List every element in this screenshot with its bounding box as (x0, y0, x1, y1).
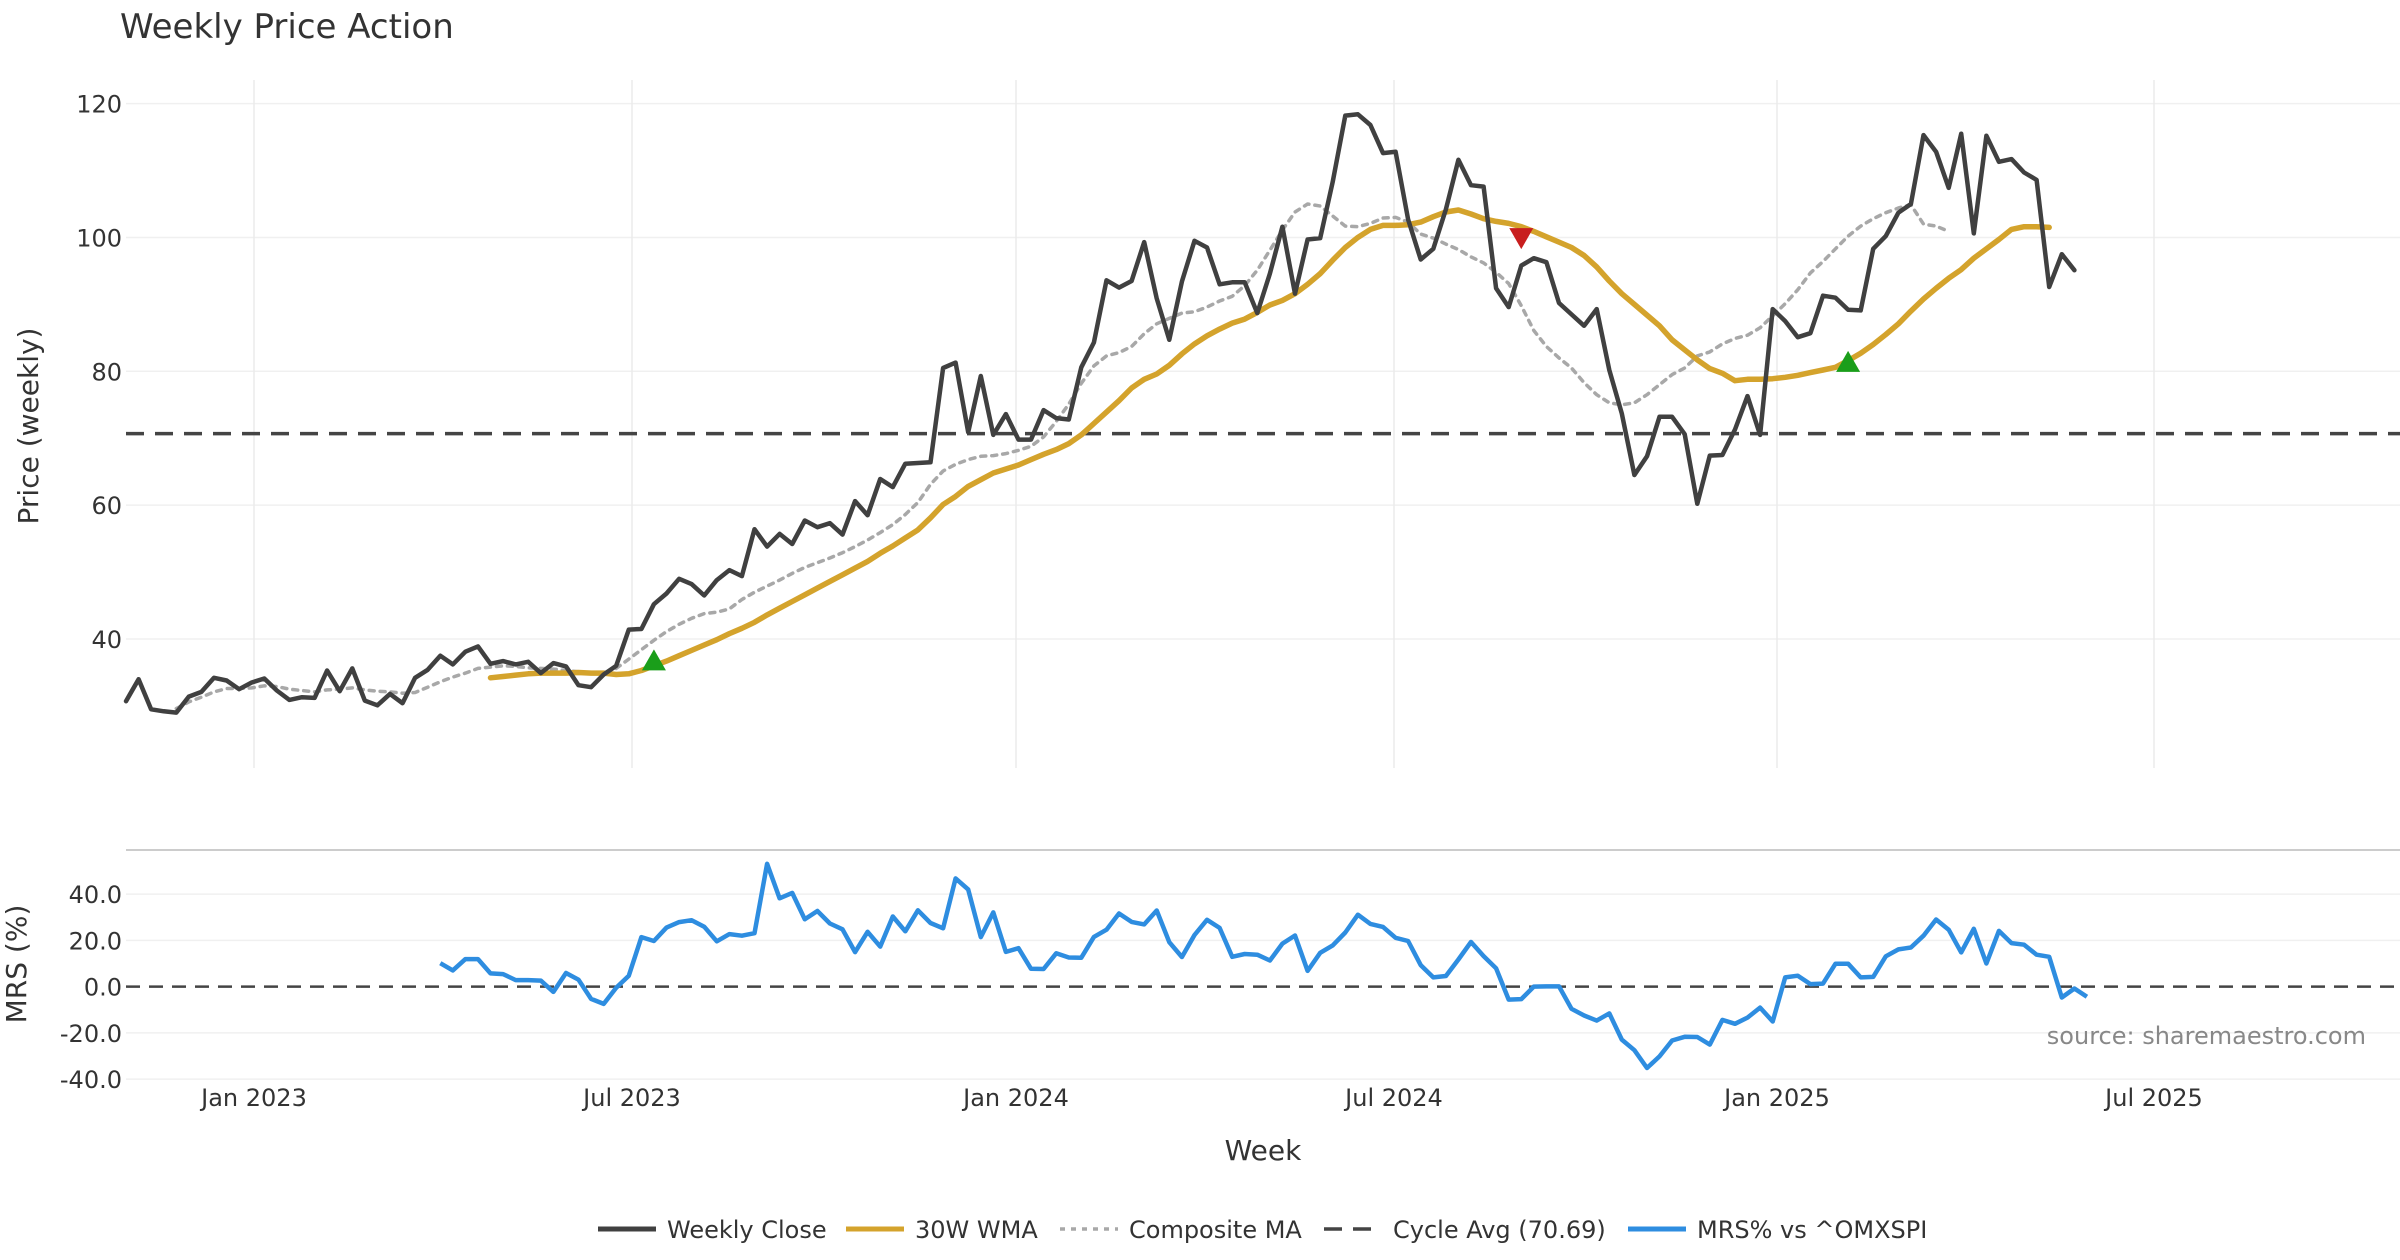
mrs-line (439, 861, 2089, 1071)
price-y-tick-label: 120 (76, 91, 122, 119)
signal-markers (641, 228, 1861, 671)
x-ticks: Jan 2023 Jul 2023 Jan 2024 Jul 2024 Jan 2025… (199, 1084, 2203, 1112)
composite-ma-line (174, 202, 1951, 711)
legend: Weekly Close 30W WMA Composite MA Cycle Avg… (598, 1216, 1927, 1244)
30w-wma-line (487, 207, 2052, 681)
price-y-tick-label: 80 (91, 358, 122, 386)
price-series-group (123, 112, 2400, 715)
mrs-y-tick-label: 40.0 (69, 881, 122, 909)
price-y-axis-label: Price (weekly) (12, 328, 45, 525)
x-tick-label: Jul 2023 (581, 1084, 681, 1112)
x-tick-label: Jul 2024 (1343, 1084, 1443, 1112)
mrs-grid (126, 893, 2400, 1080)
x-tick-label: Jan 2023 (199, 1084, 307, 1112)
price-y-tick-label: 60 (91, 492, 122, 520)
price-grid (126, 80, 2400, 768)
chart-title: Weekly Price Action (120, 7, 454, 47)
legend-label: MRS% vs ^OMXSPI (1697, 1216, 1927, 1244)
price-y-tick-label: 100 (76, 224, 122, 252)
mrs-y-tick-label: 0.0 (84, 974, 122, 1002)
legend-label: Composite MA (1129, 1216, 1302, 1244)
price-y-tick-label: 40 (91, 626, 122, 654)
mrs-y-tick-label: 20.0 (69, 927, 122, 955)
mrs-y-axis-label: MRS (%) (0, 905, 33, 1024)
mrs-y-tick-label: -20.0 (60, 1020, 122, 1048)
x-tick-label: Jan 2024 (961, 1084, 1069, 1112)
x-axis-label: Week (1225, 1134, 1302, 1167)
mrs-y-ticks: 40.0 20.0 0.0 -20.0 -40.0 (60, 881, 122, 1094)
mrs-series-group (126, 861, 2400, 1071)
buy-signal-marker (641, 649, 666, 671)
legend-label: Cycle Avg (70.69) (1393, 1216, 1606, 1244)
weekly-close-line (123, 112, 2077, 715)
sell-signal-marker (1509, 228, 1534, 250)
x-tick-label: Jan 2025 (1722, 1084, 1830, 1112)
buy-signal-marker (1836, 350, 1861, 372)
price-y-ticks: 40 60 80 100 120 (76, 91, 122, 654)
legend-label: Weekly Close (667, 1216, 827, 1244)
source-watermark: source: sharemaestro.com (2047, 1022, 2366, 1050)
x-tick-label: Jul 2025 (2103, 1084, 2203, 1112)
mrs-y-tick-label: -40.0 (60, 1066, 122, 1094)
legend-label: 30W WMA (915, 1216, 1038, 1244)
